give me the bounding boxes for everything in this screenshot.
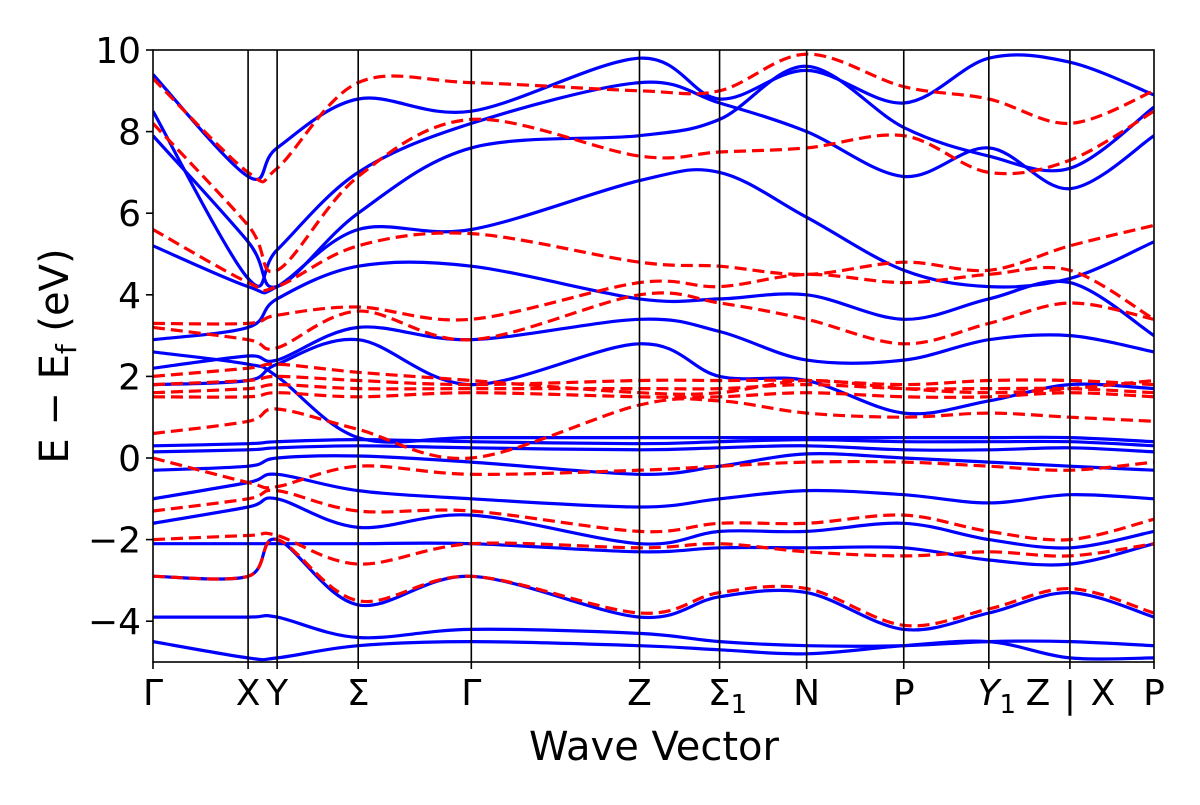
y-axis-label-main: E − E [32, 354, 78, 464]
bands-layer [153, 52, 1154, 662]
x-tick-label: Z [1026, 673, 1051, 714]
x-tick-label: N [793, 673, 820, 714]
plot-frame [152, 49, 1155, 663]
x-axis-label: Wave Vector [529, 724, 780, 770]
x-tick-label: Y [265, 673, 289, 714]
x-tick-label: Γ [143, 673, 163, 714]
x-tick-label: P [1143, 673, 1165, 714]
y-tick-label: 8 [118, 113, 141, 154]
dashed-band-9 [153, 531, 1154, 566]
dashed-band-0 [153, 391, 1154, 399]
y-axis-label-unit: (eV) [32, 248, 78, 344]
dashed-band-3 [153, 362, 1154, 396]
y-tick-label: −4 [88, 602, 141, 643]
y-tick-label: 10 [95, 31, 141, 72]
kpoint-lines [247, 50, 1071, 662]
x-tick-label: X [1091, 673, 1116, 714]
dashed-band-13 [153, 52, 1154, 184]
solid-band-13 [153, 80, 1154, 288]
y-tick-label: 2 [118, 357, 141, 398]
y-tick-label: −2 [88, 521, 141, 562]
y-tick-label: 0 [118, 439, 141, 480]
y-tick-label: 4 [118, 276, 141, 317]
dashed-band-2 [153, 374, 1154, 387]
solid-band-7 [153, 614, 1154, 648]
x-tick-label: Z [627, 673, 652, 714]
path-break-label: | [1064, 675, 1076, 716]
y-axis: 10 8 6 4 2 0 −2 −4 [88, 31, 153, 643]
x-tick-label: X [236, 673, 261, 714]
x-tick-label: Γ [461, 673, 481, 714]
x-tick-label: Σ1 [708, 673, 747, 720]
x-tick-label: Y1 [978, 673, 1017, 720]
x-tick-label: Σ [347, 673, 370, 714]
dashed-band-11 [153, 223, 1154, 293]
y-axis-label: E − Ef (eV) [32, 248, 83, 463]
y-axis-label-subscript: f [50, 343, 83, 354]
solid-band-0 [153, 438, 1154, 448]
y-tick-label: 6 [118, 194, 141, 235]
solid-band-8 [153, 639, 1154, 662]
dashed-band-8 [153, 488, 1154, 542]
x-axis: Γ X Y Σ Γ Z Σ1 N P Y1 Z | X P [143, 662, 1165, 720]
dashed-band-5 [153, 265, 1154, 326]
x-tick-label: P [893, 673, 915, 714]
dashed-band-1 [153, 383, 1154, 395]
solid-band-1 [153, 444, 1154, 454]
